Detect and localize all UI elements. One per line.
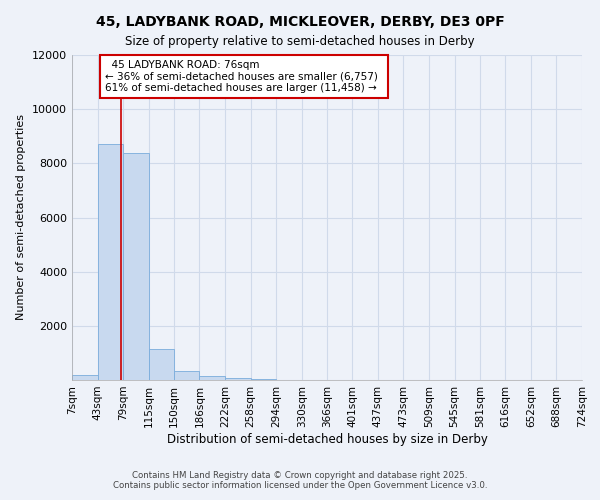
Bar <box>199 376 225 380</box>
Bar <box>98 144 123 380</box>
Bar <box>149 349 174 380</box>
Y-axis label: Number of semi-detached properties: Number of semi-detached properties <box>16 114 26 320</box>
Text: 45 LADYBANK ROAD: 76sqm
← 36% of semi-detached houses are smaller (6,757)
61% of: 45 LADYBANK ROAD: 76sqm ← 36% of semi-de… <box>105 60 383 94</box>
Bar <box>72 374 98 380</box>
Bar <box>225 378 251 380</box>
Text: Size of property relative to semi-detached houses in Derby: Size of property relative to semi-detach… <box>125 35 475 48</box>
X-axis label: Distribution of semi-detached houses by size in Derby: Distribution of semi-detached houses by … <box>167 432 487 446</box>
Bar <box>123 152 149 380</box>
Bar <box>174 370 199 380</box>
Text: Contains HM Land Registry data © Crown copyright and database right 2025.
Contai: Contains HM Land Registry data © Crown c… <box>113 470 487 490</box>
Text: 45, LADYBANK ROAD, MICKLEOVER, DERBY, DE3 0PF: 45, LADYBANK ROAD, MICKLEOVER, DERBY, DE… <box>95 15 505 29</box>
